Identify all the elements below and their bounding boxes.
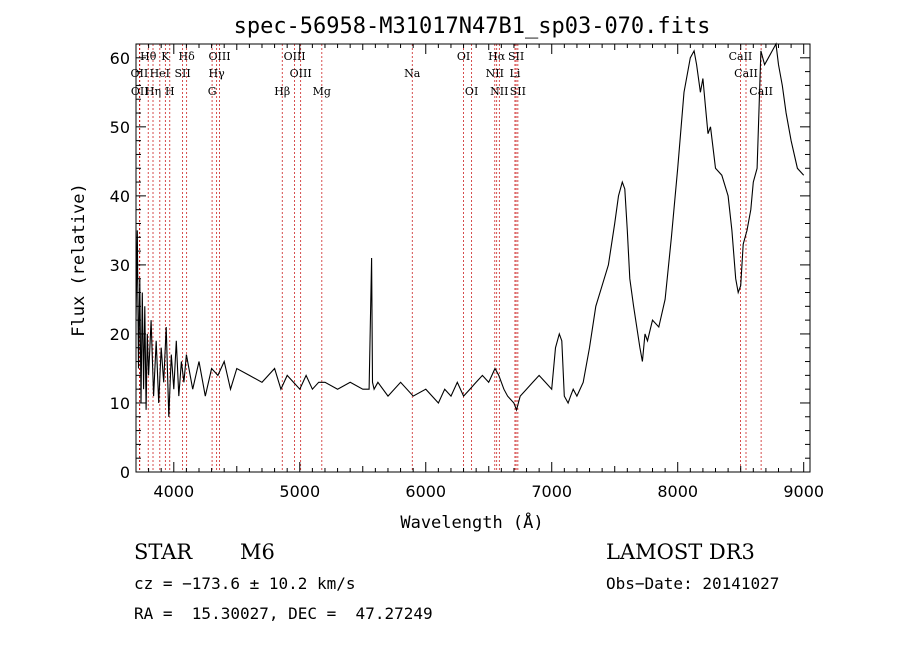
line-label-5: Hη	[145, 85, 161, 98]
observation-date: Obs−Date: 20141027	[606, 574, 780, 593]
line-label-25: CaII	[729, 50, 753, 63]
line-label-27: CaII	[749, 85, 773, 98]
survey-name: LAMOST DR3	[606, 540, 755, 564]
line-label-17: OI	[457, 50, 470, 63]
object-class: STAR	[134, 540, 193, 564]
line-label-6: SII	[174, 67, 190, 80]
y-axis-ticks: 0 10 20 30 40 50 60	[110, 43, 810, 482]
line-label-0: Hθ	[140, 50, 157, 63]
y-tick-label: 20	[110, 325, 130, 344]
sky-coordinates: RA = 15.30027, DEC = 47.27249	[134, 604, 433, 623]
y-axis-label: Flux (relative)	[69, 183, 89, 337]
line-label-9: OIII	[208, 50, 230, 63]
x-tick-label: 9000	[783, 482, 824, 501]
line-label-4: HeI	[150, 67, 170, 80]
chart-title: spec-56958-M31017N47B1_sp03-070.fits	[234, 14, 711, 39]
y-tick-label: 60	[110, 49, 130, 68]
line-label-7: H	[165, 85, 175, 98]
x-tick-label: 7000	[531, 482, 572, 501]
line-label-12: OIII	[284, 50, 306, 63]
line-label-22: SII	[508, 50, 524, 63]
y-tick-label: 50	[110, 118, 130, 137]
redshift-velocity: cz = −173.6 ± 10.2 km/s	[134, 574, 356, 593]
line-label-2: K	[161, 50, 170, 63]
y-tick-label: 40	[110, 187, 130, 206]
x-axis-label: Wavelength (Å)	[400, 511, 543, 533]
y-tick-label: 10	[110, 394, 130, 413]
x-tick-label: 4000	[153, 482, 194, 501]
line-label-15: Mg	[313, 85, 331, 98]
emission-line-markers	[139, 44, 762, 472]
line-label-20: NII	[486, 67, 504, 80]
plot-frame	[135, 43, 811, 473]
spectrum-line	[135, 42, 805, 417]
line-label-23: Li	[510, 67, 521, 80]
x-tick-label: 8000	[657, 482, 698, 501]
line-label-16: Na	[404, 67, 421, 80]
x-tick-label: 5000	[279, 482, 320, 501]
line-label-14: Hβ	[274, 85, 290, 98]
y-tick-label: 0	[120, 463, 130, 482]
line-label-13: OIII	[290, 67, 312, 80]
line-label-19: Hα	[488, 50, 506, 63]
line-label-18: OI	[465, 85, 478, 98]
x-tick-label: 6000	[405, 482, 446, 501]
line-label-21: NII	[490, 85, 508, 98]
line-label-26: CaII	[734, 67, 758, 80]
y-tick-label: 30	[110, 256, 130, 275]
object-subclass: M6	[240, 540, 275, 564]
spectrum-chart: spec-56958-M31017N47B1_sp03-070.fits Hθ O…	[69, 14, 824, 533]
line-label-24: SII	[510, 85, 526, 98]
line-label-11: G	[208, 85, 217, 98]
line-label-3: OII	[131, 85, 149, 98]
line-label-8: Hδ	[179, 50, 196, 63]
line-label-10: Hγ	[209, 67, 226, 80]
line-label-1: OII	[131, 67, 149, 80]
x-axis-ticks: 4000 5000 6000 7000 8000 9000	[135, 44, 824, 501]
